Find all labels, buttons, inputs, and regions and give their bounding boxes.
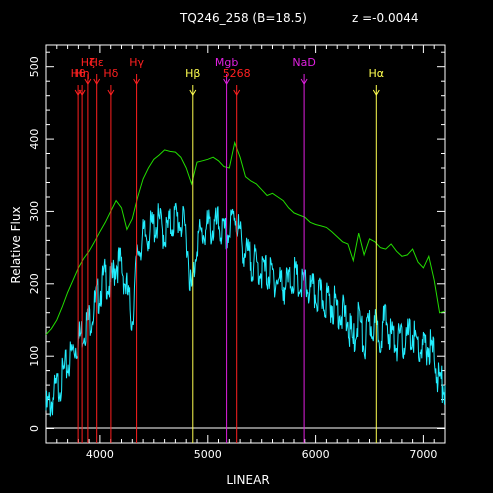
y-tick-label: 200 [28,273,41,294]
axis-ticks: 4000 5000 6000 7000 0 100 200 300 400 500 [28,45,446,461]
y-tick-label: 300 [28,201,41,222]
spectral-line-label: Hα [369,67,385,80]
redshift-label: z =-0.0044 [352,11,419,25]
spectral-line-arrow [74,89,82,96]
spectral-line-label: Hη [74,67,89,80]
spectral-line-arrow [84,78,92,85]
spectral-line-arrow [233,89,241,96]
spectral-line-label: Hβ [185,67,200,80]
series-group [45,140,446,417]
y-axis-label: Relative Flux [9,206,23,283]
x-axis-label: LINEAR [226,473,269,487]
y-tick-label: 400 [28,129,41,150]
x-tick-label: 7000 [409,448,437,461]
spectral-line-arrow [372,89,380,96]
spectral-line-arrow [189,89,197,96]
spectral-line-label: Hγ [129,56,144,69]
template-spectrum-line [45,140,446,335]
plot-frame [45,44,446,444]
object-label: TQ246_258 (B=18.5) [179,11,307,25]
x-tick-label: 5000 [194,448,222,461]
spectral-line-arrow [107,89,115,96]
spectral-line-label: Hζ [81,56,95,69]
spectral-line-label: NaD [292,56,315,69]
spectral-line-arrow [223,78,231,85]
spectral-line-arrow [300,78,308,85]
y-tick-label: 100 [28,346,41,367]
spectral-line-arrow [93,78,101,85]
spectral-line-label: Hε [90,56,104,69]
spectral-line-label: Hδ [103,67,118,80]
spectral-line-arrow [133,78,141,85]
x-tick-label: 4000 [86,448,114,461]
spectral-line-label: Mgb [215,56,238,69]
y-tick-label: 0 [28,425,41,432]
y-tick-label: 500 [28,56,41,77]
x-tick-label: 6000 [302,448,330,461]
spectral-line-label: Hθ [71,67,86,80]
spectral-line-label: 5268 [223,67,251,80]
observed-spectrum-line [45,202,446,417]
